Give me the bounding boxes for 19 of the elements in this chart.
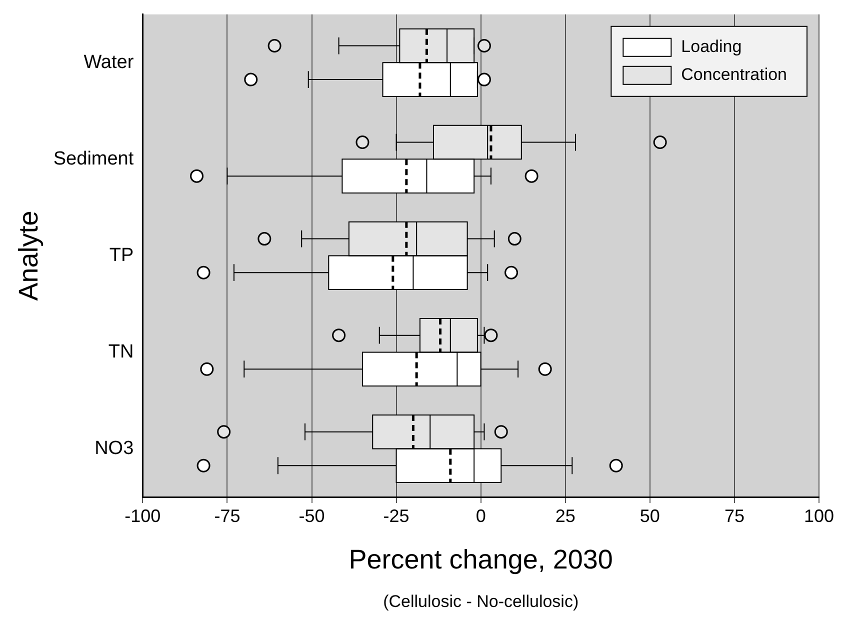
x-tick-label: 75	[724, 506, 744, 526]
y-axis-title: Analyte	[14, 210, 44, 301]
x-tick-label: -75	[214, 506, 240, 526]
y-tick-label: NO3	[94, 438, 134, 459]
y-tick-label: TP	[109, 244, 134, 266]
y-tick-label: Water	[84, 52, 134, 73]
x-tick-label: -50	[298, 506, 325, 526]
legend-label: Concentration	[681, 65, 787, 84]
text: (Cellulosic - No-cellulosic)	[383, 592, 579, 611]
y-tick-label: TN	[108, 341, 134, 362]
x-tick-label: -25	[383, 506, 410, 526]
x-tick-label: 50	[640, 506, 660, 526]
x-tick-label: -100	[124, 506, 161, 526]
x-axis-title: Percent change, 2030	[348, 544, 613, 574]
x-tick-label: 0	[476, 506, 486, 526]
x-tick-label: 100	[804, 506, 834, 526]
legend-label: Loading	[681, 37, 742, 56]
y-tick-label: Sediment	[53, 148, 134, 170]
x-tick-label: 25	[555, 506, 576, 526]
